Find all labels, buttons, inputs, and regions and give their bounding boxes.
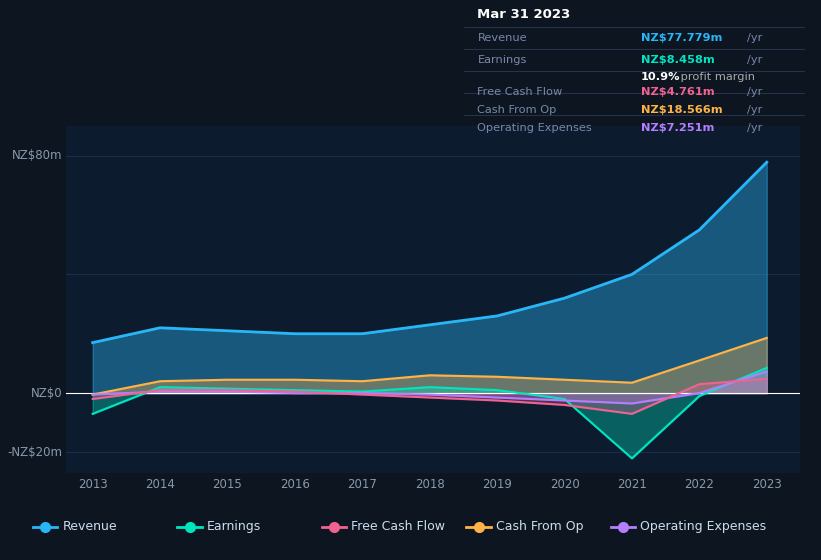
Text: Earnings: Earnings: [207, 520, 261, 533]
Text: /yr: /yr: [746, 123, 762, 133]
Text: Operating Expenses: Operating Expenses: [478, 123, 592, 133]
Text: Revenue: Revenue: [62, 520, 117, 533]
Text: /yr: /yr: [746, 105, 762, 115]
Text: /yr: /yr: [746, 33, 762, 43]
Text: profit margin: profit margin: [677, 72, 754, 82]
Text: NZ$7.251m: NZ$7.251m: [641, 123, 714, 133]
Text: Revenue: Revenue: [478, 33, 527, 43]
Text: Cash From Op: Cash From Op: [496, 520, 584, 533]
Text: NZ$18.566m: NZ$18.566m: [641, 105, 722, 115]
Text: Cash From Op: Cash From Op: [478, 105, 557, 115]
Text: Earnings: Earnings: [478, 55, 527, 65]
Text: NZ$80m: NZ$80m: [11, 149, 62, 162]
Text: Operating Expenses: Operating Expenses: [640, 520, 767, 533]
Text: -NZ$20m: -NZ$20m: [7, 446, 62, 459]
Text: Mar 31 2023: Mar 31 2023: [478, 8, 571, 21]
Text: NZ$0: NZ$0: [30, 386, 62, 400]
Text: NZ$4.761m: NZ$4.761m: [641, 87, 714, 97]
Text: Free Cash Flow: Free Cash Flow: [478, 87, 562, 97]
Text: /yr: /yr: [746, 87, 762, 97]
Text: NZ$8.458m: NZ$8.458m: [641, 55, 715, 65]
Text: 10.9%: 10.9%: [641, 72, 681, 82]
Text: NZ$77.779m: NZ$77.779m: [641, 33, 722, 43]
Text: /yr: /yr: [746, 55, 762, 65]
Text: Free Cash Flow: Free Cash Flow: [351, 520, 445, 533]
